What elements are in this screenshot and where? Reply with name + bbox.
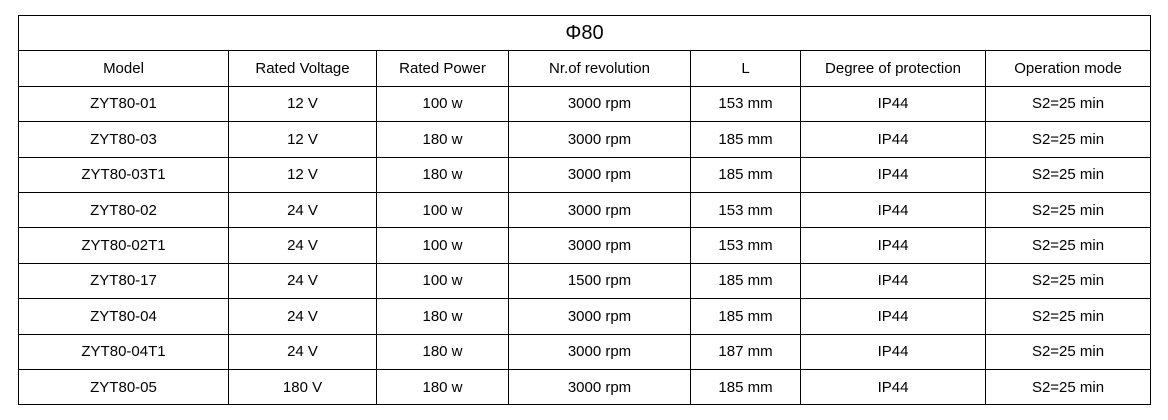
data-cell: 187 mm — [690, 333, 801, 370]
data-cell: 153 mm — [690, 85, 801, 123]
data-cell: 180 w — [376, 298, 509, 335]
data-cell: IP44 — [800, 227, 986, 264]
data-cell: ZYT80-04T1 — [18, 333, 229, 370]
data-cell: 185 mm — [690, 262, 801, 300]
data-cell: S2=25 min — [984, 85, 1152, 123]
data-cell: 100 w — [376, 227, 509, 264]
data-cell: 180 V — [228, 368, 377, 406]
data-cell: S2=25 min — [984, 368, 1152, 406]
data-row: ZYT80-05 180 V 180 w 3000 rpm 185 mm IP44 S2=2… — [18, 368, 1152, 406]
data-cell: 100 w — [376, 262, 509, 300]
header-cell: Degree of protection — [800, 50, 986, 87]
header-cell: Nr.of revolution — [508, 50, 691, 87]
data-cell: 185 mm — [690, 121, 801, 158]
data-cell: IP44 — [800, 298, 986, 335]
data-cell: 12 V — [228, 156, 377, 193]
data-cell: 1500 rpm — [508, 262, 691, 300]
data-cell: ZYT80-02T1 — [18, 227, 229, 264]
data-cell: 3000 rpm — [508, 191, 691, 229]
data-cell: IP44 — [800, 85, 986, 123]
data-cell: ZYT80-03 — [18, 121, 229, 158]
data-cell: IP44 — [800, 191, 986, 229]
data-cell: 3000 rpm — [508, 333, 691, 370]
data-cell: 3000 rpm — [508, 121, 691, 158]
data-cell: ZYT80-02 — [18, 191, 229, 229]
data-row: ZYT80-17 24 V 100 w 1500 rpm 185 mm IP44 S2=25… — [18, 262, 1152, 300]
title-row: Φ80 — [17, 14, 1152, 52]
data-cell: 153 mm — [690, 191, 801, 229]
data-cell: S2=25 min — [984, 156, 1152, 193]
header-cell: Operation mode — [984, 50, 1152, 87]
spec-table: Φ80 Model Rated Voltage Rated Power Nr.of r… — [17, 14, 1152, 406]
header-cell: Rated Voltage — [228, 50, 377, 87]
data-cell: ZYT80-04 — [18, 298, 229, 335]
data-row: ZYT80-03 12 V 180 w 3000 rpm 185 mm IP44 S2=25… — [18, 121, 1152, 158]
data-cell: ZYT80-01 — [18, 85, 229, 123]
data-cell: S2=25 min — [984, 333, 1152, 370]
data-cell: 153 mm — [690, 227, 801, 264]
data-row: ZYT80-01 12 V 100 w 3000 rpm 153 mm IP44 S2=25… — [18, 85, 1152, 123]
data-cell: 180 w — [376, 368, 509, 406]
data-cell: ZYT80-05 — [18, 368, 229, 406]
data-cell: 180 w — [376, 156, 509, 193]
data-cell: 12 V — [228, 121, 377, 158]
data-row: ZYT80-04 24 V 180 w 3000 rpm 185 mm IP44 S2=25… — [18, 298, 1152, 335]
data-cell: 24 V — [228, 333, 377, 370]
data-cell: 100 w — [376, 191, 509, 229]
data-cell: 100 w — [376, 85, 509, 123]
data-cell: S2=25 min — [984, 262, 1152, 300]
data-cell: 180 w — [376, 121, 509, 158]
data-cell: 185 mm — [690, 368, 801, 406]
data-cell: 185 mm — [690, 298, 801, 335]
header-cell: Rated Power — [376, 50, 509, 87]
data-cell: S2=25 min — [984, 227, 1152, 264]
table-body: Φ80 Model Rated Voltage Rated Power Nr.of r… — [17, 14, 1152, 406]
data-cell: 3000 rpm — [508, 156, 691, 193]
data-cell: 3000 rpm — [508, 368, 691, 406]
data-cell: 3000 rpm — [508, 298, 691, 335]
data-cell: 12 V — [228, 85, 377, 123]
header-cell: L — [690, 50, 801, 87]
data-row: ZYT80-03T1 12 V 180 w 3000 rpm 185 mm IP44 S2=… — [18, 156, 1152, 193]
data-cell: S2=25 min — [984, 121, 1152, 158]
data-cell: IP44 — [800, 262, 986, 300]
data-cell: 24 V — [228, 298, 377, 335]
data-cell: IP44 — [800, 156, 986, 193]
data-cell: 24 V — [228, 227, 377, 264]
data-cell: 3000 rpm — [508, 85, 691, 123]
header-row: Model Rated Voltage Rated Power Nr.of revol… — [18, 50, 1152, 87]
data-cell: ZYT80-03T1 — [18, 156, 229, 193]
data-row: ZYT80-02T1 24 V 100 w 3000 rpm 153 mm IP44 S2=… — [18, 227, 1152, 264]
data-cell: 180 w — [376, 333, 509, 370]
data-cell: 3000 rpm — [508, 227, 691, 264]
data-cell: 185 mm — [690, 156, 801, 193]
data-cell: ZYT80-17 — [18, 262, 229, 300]
data-cell: IP44 — [800, 333, 986, 370]
data-row: ZYT80-04T1 24 V 180 w 3000 rpm 187 mm IP44 S2=… — [18, 333, 1152, 370]
data-cell: IP44 — [800, 368, 986, 406]
data-row: ZYT80-02 24 V 100 w 3000 rpm 153 mm IP44 S2=25… — [18, 191, 1152, 229]
data-cell: 24 V — [228, 191, 377, 229]
data-cell: IP44 — [800, 121, 986, 158]
data-cell: S2=25 min — [984, 191, 1152, 229]
header-cell: Model — [18, 50, 229, 87]
data-cell: 24 V — [228, 262, 377, 300]
table-title: Φ80 — [17, 14, 1152, 52]
data-cell: S2=25 min — [984, 298, 1152, 335]
